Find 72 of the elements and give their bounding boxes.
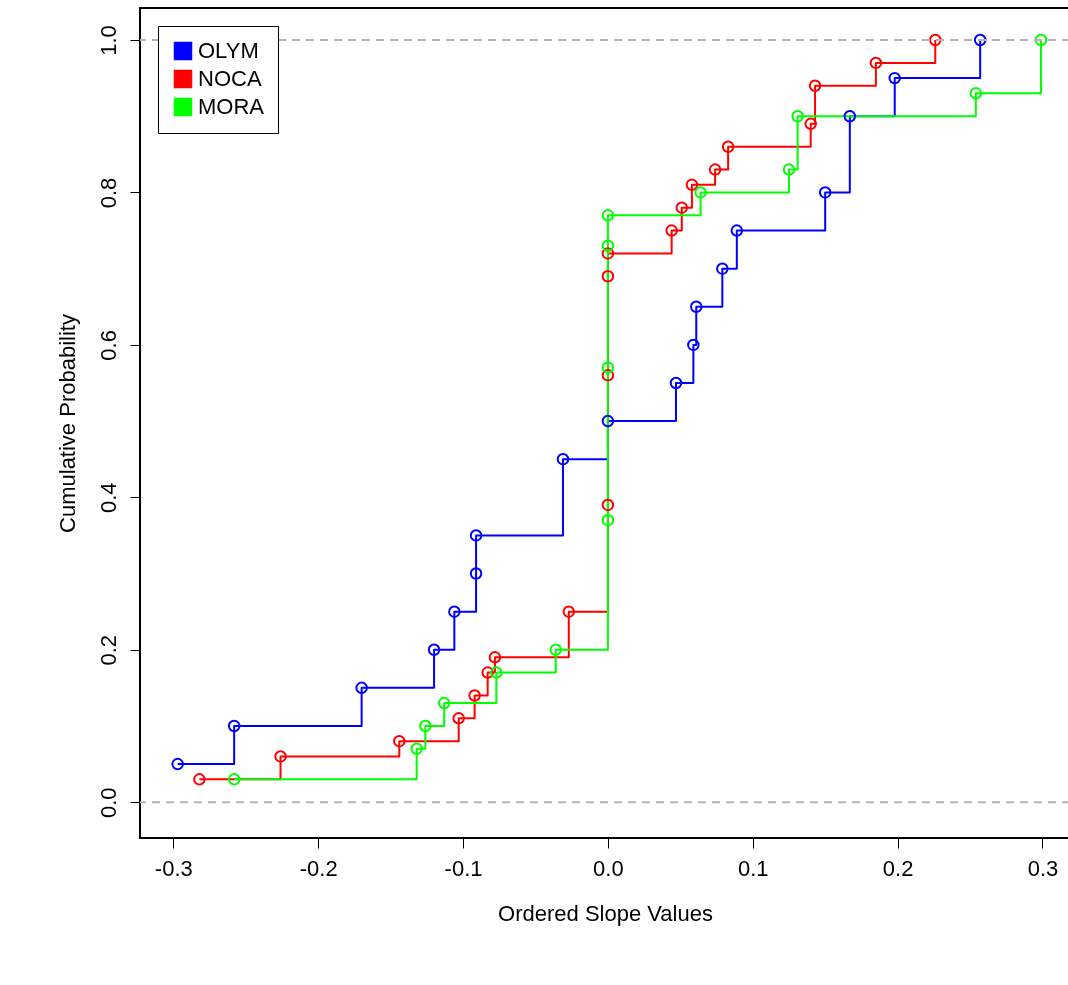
point — [685, 178, 699, 192]
x-tick-label: 0.1 — [737, 855, 769, 881]
point — [488, 651, 502, 664]
x-tick-label: 0.3 — [1027, 855, 1059, 881]
point — [818, 186, 832, 199]
point — [869, 56, 883, 70]
point — [843, 109, 857, 123]
x-tick-label: -0.2 — [299, 855, 338, 881]
point — [171, 757, 184, 771]
point — [556, 452, 570, 466]
point — [601, 247, 615, 260]
legend-label: OLYM — [198, 38, 259, 63]
point — [427, 643, 441, 656]
point — [601, 414, 615, 428]
x-axis-title: Ordered Slope Values — [498, 900, 713, 926]
legend-label: NOCA — [198, 66, 262, 91]
y-tick-label: 0.6 — [95, 330, 121, 361]
x-tick-label: -0.1 — [444, 855, 483, 881]
point — [929, 33, 942, 47]
x-tick-label: 0.2 — [882, 855, 914, 881]
point — [782, 163, 796, 176]
x-tick-label: 0.0 — [593, 855, 624, 881]
point — [808, 79, 822, 92]
point — [973, 33, 987, 47]
y-tick-label: 0.8 — [95, 177, 121, 209]
point — [665, 224, 678, 237]
legend-label: MORA — [198, 94, 265, 119]
y-tick-label: 0.0 — [95, 787, 121, 818]
point — [227, 719, 241, 733]
point — [888, 71, 901, 85]
point — [469, 529, 483, 542]
point — [601, 239, 615, 253]
point — [193, 773, 206, 786]
y-tick-label: 1.0 — [95, 25, 121, 56]
point — [601, 209, 615, 222]
point — [481, 666, 494, 679]
point — [601, 361, 615, 374]
point — [274, 750, 287, 763]
point — [601, 513, 615, 527]
y-tick-label: 0.2 — [95, 634, 121, 666]
point — [791, 109, 804, 123]
point — [448, 605, 461, 618]
point — [562, 605, 576, 618]
point — [716, 262, 729, 275]
point — [490, 666, 503, 679]
point — [721, 140, 735, 153]
point — [969, 87, 983, 100]
point — [1034, 33, 1048, 47]
point — [601, 270, 615, 283]
x-tick-label: -0.3 — [154, 855, 193, 881]
point — [730, 224, 744, 237]
point — [410, 742, 423, 756]
y-axis-title: Cumulative Probability — [54, 314, 80, 533]
point — [804, 117, 817, 131]
point — [690, 300, 703, 313]
point — [601, 498, 615, 512]
point — [687, 338, 700, 352]
point — [669, 376, 683, 390]
point — [708, 163, 722, 176]
point — [675, 201, 689, 214]
point — [355, 681, 368, 695]
point — [549, 643, 562, 656]
point — [694, 186, 707, 199]
point — [469, 567, 483, 580]
point — [468, 689, 481, 702]
point — [601, 369, 615, 382]
y-tick-label: 0.4 — [95, 482, 121, 514]
point — [227, 773, 241, 786]
point — [419, 719, 432, 733]
point — [437, 696, 451, 710]
point — [452, 712, 465, 725]
point — [393, 734, 406, 748]
